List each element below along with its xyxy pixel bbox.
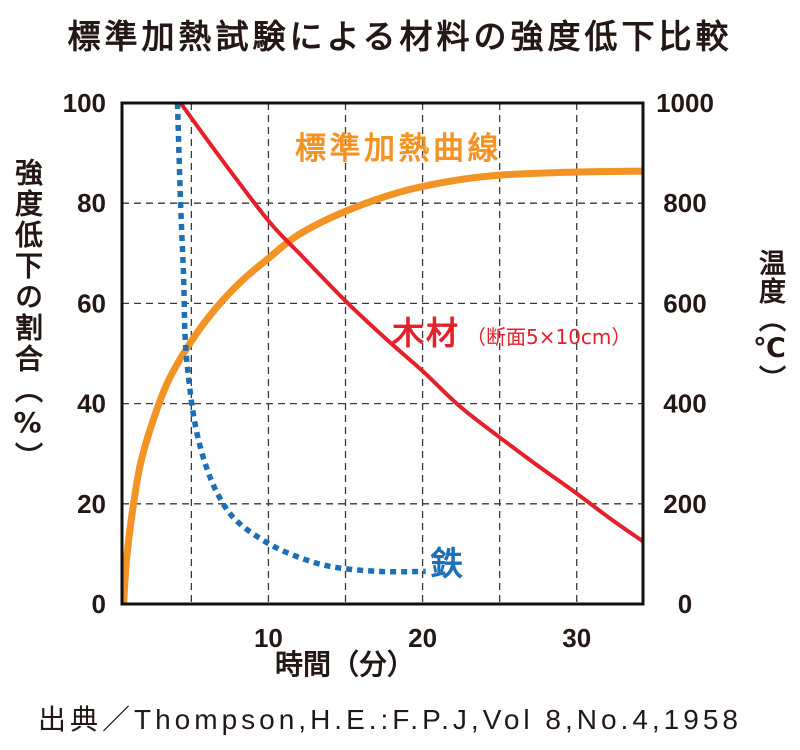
y-tick-label-80: 80 bbox=[77, 188, 106, 218]
series-lines bbox=[122, 103, 643, 604]
y-tick-label-20: 20 bbox=[77, 489, 106, 519]
y-tick-label-100: 100 bbox=[63, 88, 106, 118]
y2-tick-label-1000: 1000 bbox=[656, 88, 714, 118]
wood-series-label: 木材 bbox=[392, 314, 461, 352]
x-tick-label-30: 30 bbox=[562, 623, 591, 653]
y-axis-label: 強度低下の割合（%） bbox=[11, 158, 44, 473]
source-citation: 出典／Thompson,H.E.:F.P.J,Vol 8,No.4,1958 bbox=[38, 704, 742, 735]
y2-tick-label-0: 0 bbox=[678, 589, 692, 619]
gridlines bbox=[122, 103, 643, 604]
y-tick-label-60: 60 bbox=[77, 288, 106, 318]
iron-strength-line bbox=[174, 103, 426, 575]
x-tick-label-20: 20 bbox=[408, 623, 437, 653]
x-axis-label: 時間（分） bbox=[274, 648, 415, 681]
y2-tick-label-400: 400 bbox=[663, 389, 706, 419]
x-tick-label-10: 10 bbox=[254, 623, 283, 653]
y2-tick-label-200: 200 bbox=[663, 489, 706, 519]
wood-section-note: （断面5×10cm） bbox=[466, 325, 632, 349]
chart-title: 標準加熱試験による材料の強度低下比較 bbox=[67, 17, 733, 56]
y2-axis-label: 温度（℃） bbox=[754, 249, 785, 393]
y2-tick-label-600: 600 bbox=[663, 288, 706, 318]
plot-background bbox=[122, 103, 643, 604]
plot-frame bbox=[120, 101, 645, 606]
standard-heating-curve-label: 標準加熱曲線 bbox=[295, 131, 502, 167]
y-tick-label-40: 40 bbox=[77, 389, 106, 419]
standard-heating-curve-line bbox=[122, 167, 643, 604]
y2-tick-label-800: 800 bbox=[663, 188, 706, 218]
iron-series-label: 鉄 bbox=[430, 544, 463, 583]
y-tick-label-0: 0 bbox=[92, 589, 106, 619]
wood-strength-line bbox=[178, 103, 643, 544]
